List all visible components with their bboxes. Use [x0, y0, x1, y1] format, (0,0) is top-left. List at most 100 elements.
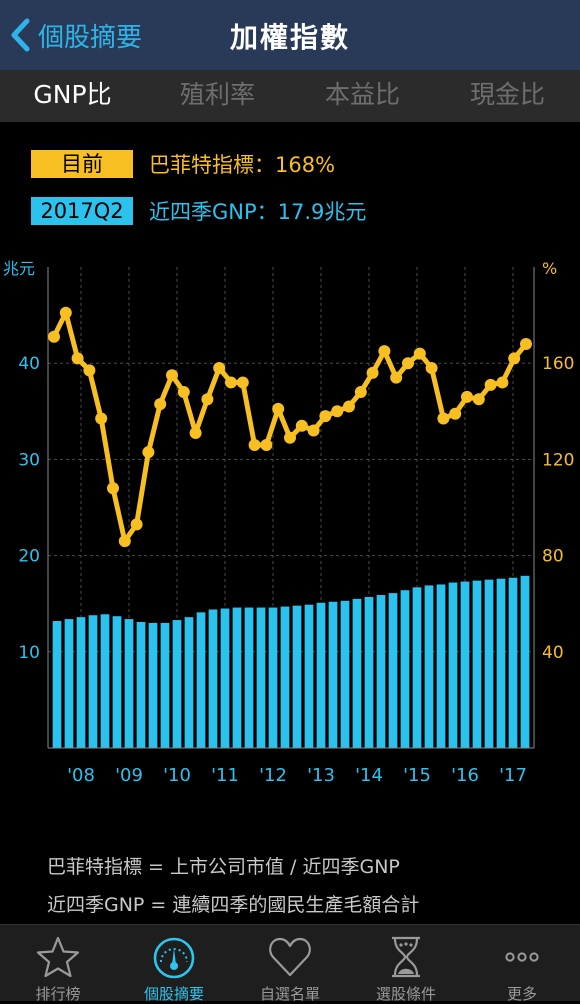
buffett-indicator-point: [378, 345, 391, 358]
buffett-indicator-point: [484, 378, 497, 391]
x-axis-tick-label: '15: [403, 765, 431, 786]
bottom-tab-ranking[interactable]: 排行榜: [0, 925, 116, 1003]
buffett-indicator-point: [437, 412, 450, 425]
gnp-bar: [340, 600, 350, 748]
gnp-bar: [172, 620, 182, 748]
gnp-bar: [508, 577, 518, 748]
x-axis-tick-label: '10: [163, 765, 191, 786]
gnp-bar: [400, 590, 410, 748]
x-axis-tick-label: '11: [211, 765, 239, 786]
left-axis-tick-label: 20: [18, 547, 40, 567]
gnp-bar: [88, 615, 98, 748]
note-buffett-definition: 巴菲特指標 = 上市公司市值 / 近四季GNP: [47, 856, 400, 878]
x-axis-tick-label: '16: [451, 765, 479, 786]
current-badge: 目前: [31, 150, 133, 178]
tab-gnp-ratio[interactable]: GNP比: [33, 80, 112, 109]
buffett-indicator-point: [59, 306, 72, 319]
buffett-indicator-point: [95, 412, 108, 425]
x-axis-tick-label: '09: [115, 765, 143, 786]
bottom-tab-watchlist[interactable]: 自選名單: [232, 925, 348, 1003]
bottom-tab-more[interactable]: 更多: [464, 925, 580, 1003]
gnp-bar: [328, 601, 338, 748]
gnp-bar: [112, 616, 122, 748]
buffett-indicator-point: [142, 446, 155, 459]
buffett-indicator-point: [496, 376, 509, 389]
buffett-indicator-point: [177, 386, 190, 399]
buffett-indicator-point: [248, 438, 261, 451]
gnp-bar: [436, 584, 446, 748]
left-axis-tick-label: 40: [18, 354, 40, 374]
gnp-bar: [448, 582, 458, 748]
buffett-indicator-point: [331, 405, 344, 418]
gnp-bar: [52, 621, 62, 748]
navigation-bar: 個股摘要 加權指數: [0, 0, 580, 70]
gnp-bar: [376, 595, 386, 748]
buffett-indicator-point: [520, 337, 532, 350]
buffett-indicator-point: [166, 369, 178, 382]
buffett-indicator-point: [425, 362, 438, 375]
buffett-indicator-point: [343, 400, 355, 413]
tab-cash-ratio[interactable]: 現金比: [469, 80, 545, 109]
buffett-indicator-value: 巴菲特指標：168%: [149, 153, 336, 177]
bottom-tab-label: 個股摘要: [143, 985, 204, 1003]
tab-dividend-yield[interactable]: 殖利率: [179, 80, 255, 109]
buffett-indicator-point: [295, 419, 308, 432]
gnp-bar: [316, 602, 326, 748]
gnp-bar: [64, 619, 74, 748]
buffett-indicator-point: [390, 371, 403, 384]
gnp-bar: [196, 612, 206, 748]
gnp-bar: [472, 580, 482, 748]
buffett-indicator-point: [260, 438, 273, 451]
buffett-indicator-point: [213, 362, 226, 375]
buffett-indicator-point: [71, 352, 84, 365]
left-axis-tick-label: 10: [18, 643, 40, 663]
gnp-bar: [220, 608, 230, 748]
buffett-indicator-point: [366, 366, 379, 379]
x-axis-tick-label: '14: [355, 765, 383, 786]
buffett-indicator-point: [154, 398, 167, 411]
gnp-bar: [76, 617, 86, 748]
right-axis-unit-label: %: [542, 259, 557, 278]
buffett-indicator-point: [284, 431, 296, 444]
gnp-bar: [244, 607, 254, 748]
gauge-icon: [153, 937, 195, 979]
buffett-indicator-point: [201, 393, 214, 406]
buffett-indicator-point: [508, 352, 521, 365]
x-axis-tick-label: '08: [67, 765, 95, 786]
back-button[interactable]: 個股摘要: [10, 14, 142, 56]
bottom-tab-label: 更多: [506, 985, 537, 1003]
right-axis-tick-label: 40: [542, 643, 564, 663]
left-axis-unit-label: 兆元: [3, 259, 35, 278]
quarter-badge: 2017Q2: [31, 197, 133, 225]
back-label: 個股摘要: [38, 22, 143, 53]
bottom-tab-label: 選股條件: [375, 985, 436, 1003]
buffett-indicator-point: [402, 357, 414, 370]
star-icon: [36, 936, 80, 978]
page-title: 加權指數: [229, 21, 350, 54]
metric-tabs: GNP比 殖利率 本益比 現金比: [0, 70, 580, 122]
gnp-bar: [184, 617, 194, 748]
gnp-bar: [160, 622, 170, 748]
gnp-bar: [496, 578, 506, 748]
more-icon: [505, 952, 539, 962]
bottom-tab-stock-screener[interactable]: 選股條件: [348, 925, 464, 1003]
bottom-tab-label: 自選名單: [259, 985, 320, 1003]
gnp-bar: [424, 585, 434, 748]
gnp-bar: [484, 579, 494, 748]
gnp-bar: [148, 622, 158, 748]
bottom-tab-label: 排行榜: [35, 985, 81, 1003]
hourglass-icon: [392, 936, 420, 978]
gnp-bar: [136, 621, 146, 748]
buffett-indicator-point: [413, 347, 426, 360]
buffett-indicator-point: [354, 386, 367, 399]
gnp-bar: [268, 607, 278, 748]
bottom-tab-stock-summary[interactable]: 個股摘要: [116, 925, 232, 1003]
note-gnp-definition: 近四季GNP = 連續四季的國民生產毛額合計: [47, 894, 420, 916]
tab-pe-ratio[interactable]: 本益比: [324, 80, 400, 109]
x-axis-tick-label: '17: [499, 765, 527, 786]
gnp-bar: [208, 609, 218, 748]
gnp-value: 近四季GNP：17.9兆元: [149, 200, 367, 224]
buffett-indicator-point: [83, 364, 96, 377]
buffett-indicator-point: [461, 390, 473, 403]
gnp-bar: [100, 614, 110, 748]
